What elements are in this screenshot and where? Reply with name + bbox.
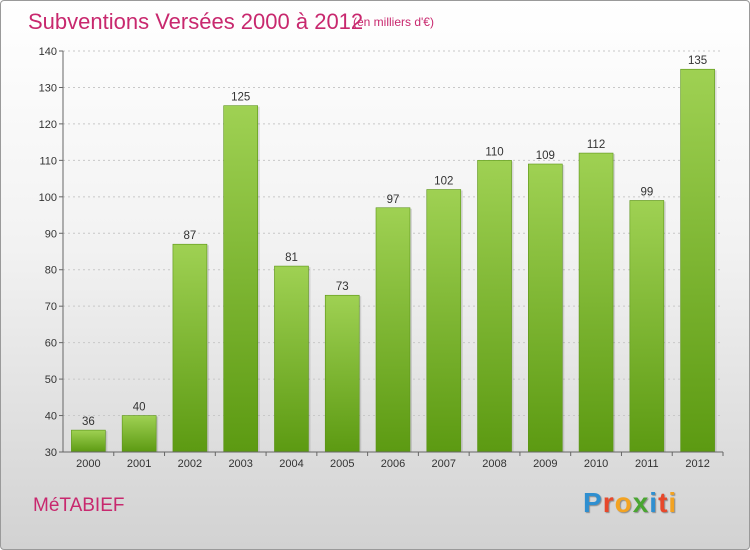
logo-letter: r [602,487,615,518]
logo-letter: i [668,487,678,518]
logo-letter: i [649,487,659,518]
bar-value-labels: 36 40 87 125 81 73 97 102 110 109 112 99 135 [82,55,707,428]
bar-value-label: 73 [336,281,349,293]
x-tick-label: 2002 [178,458,202,470]
logo-letter: t [658,487,669,518]
logo-letter: x [632,487,650,518]
bar-value-label: 112 [587,139,605,151]
x-tick-label: 2003 [228,458,252,470]
x-tick-label: 2010 [584,458,608,470]
bar-value-label: 110 [485,146,503,158]
y-tick-label: 30 [45,447,57,459]
x-axis-tick-labels: 2000 2001 2002 2003 2004 2005 2006 2007 2008 2009… [76,458,710,470]
y-tick-label: 90 [45,228,57,240]
x-tick-label: 2005 [330,458,354,470]
proxiti-logo: Proxiti [583,487,677,519]
axes [59,50,724,456]
y-tick-label: 60 [45,338,57,350]
x-tick-label: 2008 [482,458,506,470]
x-tick-label: 2006 [381,458,405,470]
bar-value-label: 40 [133,402,146,414]
bar [629,200,665,453]
bar [274,265,309,453]
x-tick-label: 2007 [432,458,456,470]
bar [324,294,360,453]
x-tick-label: 2004 [279,458,303,470]
commune-name: MéTABIEF [33,495,125,516]
y-tick-label: 110 [39,155,57,167]
bar-value-label: 36 [82,416,95,428]
bar [680,68,715,453]
bar-value-label: 125 [231,92,250,104]
y-tick-label: 80 [45,265,57,277]
bars [71,68,717,453]
bar-value-label: 99 [640,186,653,198]
x-tick-label: 2009 [533,458,557,470]
unit-note: (en milliers d'€) [353,15,434,29]
y-tick-label: 70 [45,301,57,313]
bar [172,243,208,453]
bar-value-label: 102 [434,176,453,188]
y-tick-label: 40 [45,411,57,423]
bar-value-label: 97 [387,194,400,206]
y-tick-label: 120 [39,119,57,131]
bar [578,152,614,453]
bar [375,207,411,453]
bar-value-label: 109 [536,150,555,162]
y-axis-tick-labels: 30 40 50 60 70 80 90 100 110 120 130 140 [39,46,57,459]
logo-letter: o [614,487,633,518]
bar [71,429,106,453]
bar-value-label: 135 [688,55,707,67]
y-tick-label: 140 [39,46,57,58]
bar [121,415,157,453]
bar-value-label: 81 [285,252,298,264]
bar [223,105,258,453]
y-tick-label: 50 [45,374,57,386]
logo-letter: P [583,487,603,518]
y-tick-label: 130 [39,82,57,94]
y-tick-label: 100 [39,192,57,204]
x-tick-label: 2001 [127,458,151,470]
bar [426,189,462,453]
x-tick-label: 2011 [635,458,659,470]
bar-value-label: 87 [184,230,197,242]
chart-title: Subventions Versées 2000 à 2012 [28,9,364,34]
x-tick-label: 2012 [685,458,709,470]
bar [528,163,563,453]
x-tick-label: 2000 [76,458,100,470]
bar [477,160,512,453]
